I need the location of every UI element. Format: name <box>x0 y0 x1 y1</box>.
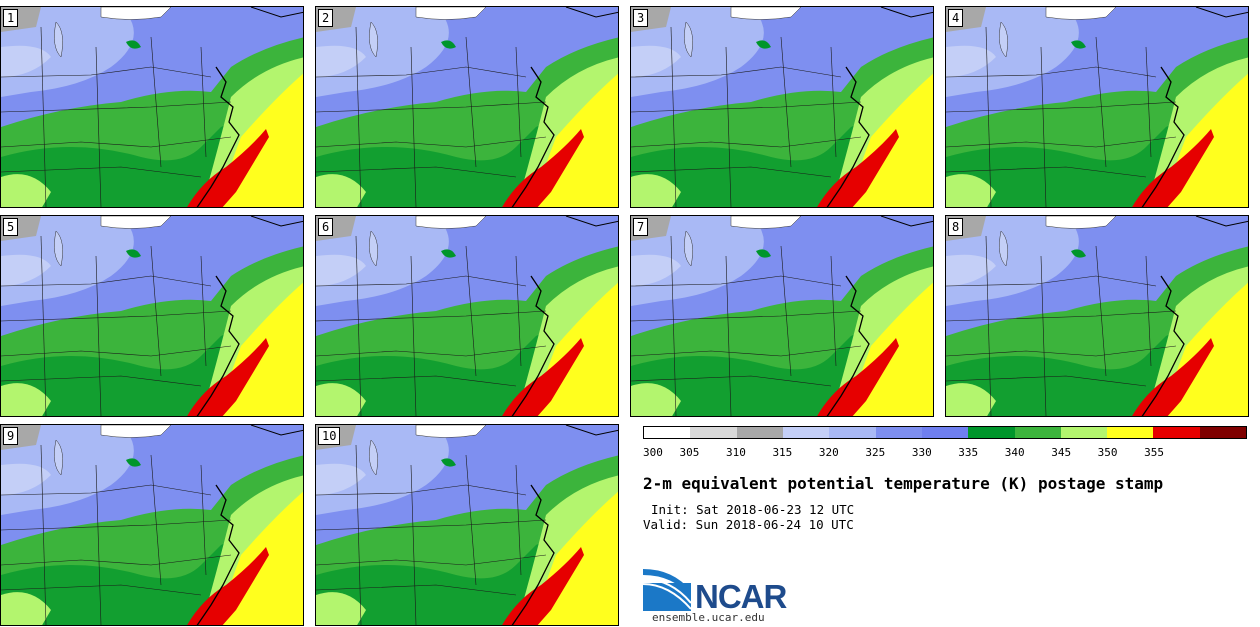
figure-title: 2-m equivalent potential temperature (K)… <box>643 474 1164 493</box>
colorbar-tick-label: 330 <box>911 446 932 459</box>
member-number-label: 3 <box>633 9 649 27</box>
map-panel-8: 8 <box>945 215 1249 417</box>
member-number-label: 2 <box>318 9 334 27</box>
map-panel-9: 9 <box>0 424 304 626</box>
colorbar <box>643 426 1247 439</box>
map-image <box>1 216 303 416</box>
colorbar-tick-label: 350 <box>1097 446 1118 459</box>
colorbar-tick-label: 305 <box>679 446 700 459</box>
colorbar-tick-label: 335 <box>958 446 979 459</box>
colorbar-segment <box>644 427 691 438</box>
colorbar-tick-label: 340 <box>1004 446 1025 459</box>
colorbar-segment <box>1107 427 1154 438</box>
ncar-logo-text: NCAR <box>695 578 787 615</box>
colorbar-tick-label: 320 <box>818 446 839 459</box>
map-image <box>316 216 618 416</box>
map-panel-6: 6 <box>315 215 619 417</box>
colorbar-segment <box>690 427 737 438</box>
map-image <box>1 7 303 207</box>
colorbar-ticks: 300 305 310 315 320 325 330 335 340 345 350 355 <box>643 446 1247 460</box>
member-number-label: 8 <box>948 218 964 236</box>
colorbar-segment <box>1153 427 1200 438</box>
colorbar-segment <box>1060 427 1108 438</box>
colorbar-segment <box>875 427 922 438</box>
member-number-label: 9 <box>3 427 19 445</box>
ncar-logo-icon <box>643 569 692 611</box>
colorbar-segment <box>921 427 969 438</box>
colorbar-tick-label: 315 <box>772 446 793 459</box>
colorbar-segment <box>782 427 830 438</box>
colorbar-tick-label: 355 <box>1144 446 1164 459</box>
member-number-label: 7 <box>633 218 649 236</box>
init-time: Init: Sat 2018-06-23 12 UTC <box>651 502 855 517</box>
map-image <box>316 425 618 625</box>
member-number-label: 10 <box>318 427 341 445</box>
map-image <box>316 7 618 207</box>
member-number-label: 1 <box>3 9 19 27</box>
colorbar-tick-label: 325 <box>865 446 886 459</box>
map-image <box>946 216 1248 416</box>
map-panel-5: 5 <box>0 215 304 417</box>
map-panel-3: 3 <box>630 6 934 208</box>
valid-time: Valid: Sun 2018-06-24 10 UTC <box>643 517 854 532</box>
colorbar-tick-label: 310 <box>725 446 746 459</box>
member-number-label: 5 <box>3 218 19 236</box>
colorbar-segment <box>736 427 783 438</box>
map-panel-1: 1 <box>0 6 304 208</box>
map-panel-4: 4 <box>945 6 1249 208</box>
map-image <box>631 216 933 416</box>
colorbar-segment <box>1199 427 1247 438</box>
member-number-label: 4 <box>948 9 964 27</box>
map-panel-2: 2 <box>315 6 619 208</box>
colorbar-segment <box>829 427 876 438</box>
map-panel-10: 10 <box>315 424 619 626</box>
map-image <box>1 425 303 625</box>
colorbar-segment <box>1014 427 1061 438</box>
colorbar-tick-label: 345 <box>1051 446 1072 459</box>
colorbar-segment <box>968 427 1015 438</box>
map-panel-7: 7 <box>630 215 934 417</box>
map-image <box>631 7 933 207</box>
colorbar-tick-label: 300 <box>643 446 663 459</box>
map-image <box>946 7 1248 207</box>
site-url: ensemble.ucar.edu <box>652 611 765 624</box>
member-number-label: 6 <box>318 218 334 236</box>
